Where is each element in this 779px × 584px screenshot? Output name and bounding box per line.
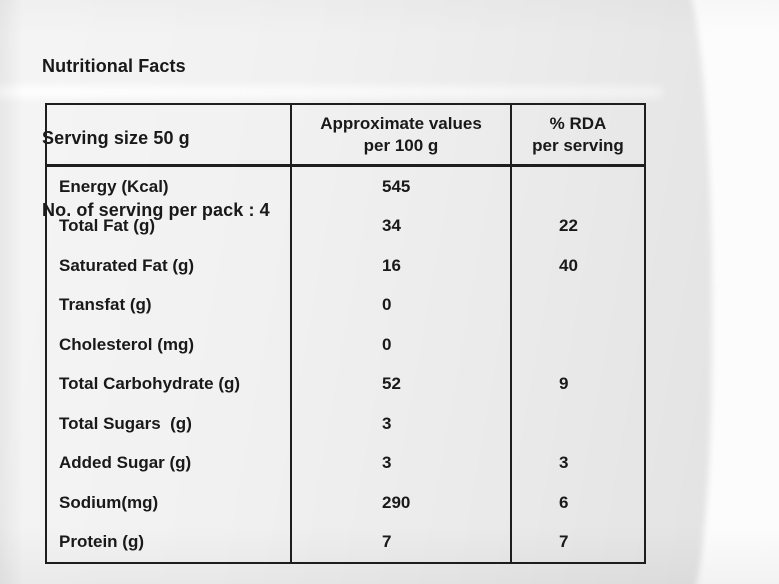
table-row-total-fat: Total Fat (g) 34 22 — [47, 206, 644, 246]
nutrition-table: Approximate values per 100 g % RDA per s… — [45, 103, 646, 564]
nutrient-name: Total Carbohydrate (g) — [59, 374, 241, 394]
table-row-saturated-fat: Saturated Fat (g) 16 40 — [47, 246, 644, 286]
value-per-100g: 52 — [290, 364, 510, 404]
nutrient-name: Added Sugar (g) — [59, 453, 192, 473]
table-row-added-sugar: Added Sugar (g) 3 3 — [47, 443, 644, 483]
package-sheen — [0, 86, 662, 98]
value-per-100g: 290 — [290, 483, 510, 523]
servings-per-pack-text: No. of serving per pack : 4 — [42, 200, 270, 220]
value-per-100g: 16 — [290, 246, 510, 286]
value-per-100g: 34 — [290, 206, 510, 246]
label-title: Nutritional Facts — [42, 56, 186, 76]
table-body: Energy (Kcal) 545 Total Fat (g) 34 22 Sa… — [47, 167, 644, 562]
value-rda — [510, 325, 644, 365]
table-row-total-sugars: Total Sugars (g) 3 — [47, 404, 644, 444]
nutrient-name: Cholesterol (mg) — [59, 334, 195, 354]
value-per-100g: 0 — [290, 325, 510, 365]
nutrient-name: Total Sugars (g) — [59, 413, 192, 433]
nutrient-name: Total Fat (g) — [59, 216, 155, 236]
table-row-total-carbohydrate: Total Carbohydrate (g) 52 9 — [47, 364, 644, 404]
nutrient-name: Saturated Fat (g) — [59, 255, 195, 275]
table-row-sodium: Sodium(mg) 290 6 — [47, 483, 644, 523]
value-rda — [510, 167, 644, 207]
nutrient-name: Energy (Kcal) — [59, 176, 169, 196]
value-per-100g: 3 — [290, 443, 510, 483]
rda-header-line2: per serving — [532, 135, 624, 155]
table-header-row: Approximate values per 100 g % RDA per s… — [47, 105, 644, 167]
value-rda — [510, 404, 644, 444]
value-per-100g: 3 — [290, 404, 510, 444]
per-100g-header-line2: per 100 g — [363, 135, 439, 155]
serving-size-text: Serving size 50 g — [42, 128, 190, 148]
table-row-transfat: Transfat (g) 0 — [47, 285, 644, 325]
nutrient-name: Sodium(mg) — [59, 492, 159, 512]
value-per-100g: 545 — [290, 167, 510, 207]
value-rda: 22 — [510, 206, 644, 246]
column-header-rda: % RDA per serving — [510, 105, 644, 164]
value-rda: 9 — [510, 364, 644, 404]
value-rda — [510, 285, 644, 325]
value-rda: 7 — [510, 522, 644, 562]
table-row-cholesterol: Cholesterol (mg) 0 — [47, 325, 644, 365]
nutrient-name: Protein (g) — [59, 532, 144, 552]
table-row-energy: Energy (Kcal) 545 — [47, 167, 644, 207]
nutrient-name: Transfat (g) — [59, 295, 152, 315]
value-per-100g: 7 — [290, 522, 510, 562]
value-rda: 6 — [510, 483, 644, 523]
column-header-nutrient — [47, 105, 290, 164]
value-per-100g: 0 — [290, 285, 510, 325]
label-header: Nutritional Facts Serving size 50 g No. … — [42, 6, 270, 270]
per-100g-header-line1: Approximate values — [320, 113, 482, 133]
value-rda: 40 — [510, 246, 644, 286]
rda-header-line1: % RDA — [549, 113, 607, 133]
table-row-protein: Protein (g) 7 7 — [47, 522, 644, 562]
value-rda: 3 — [510, 443, 644, 483]
column-header-per-100g: Approximate values per 100 g — [290, 105, 510, 164]
